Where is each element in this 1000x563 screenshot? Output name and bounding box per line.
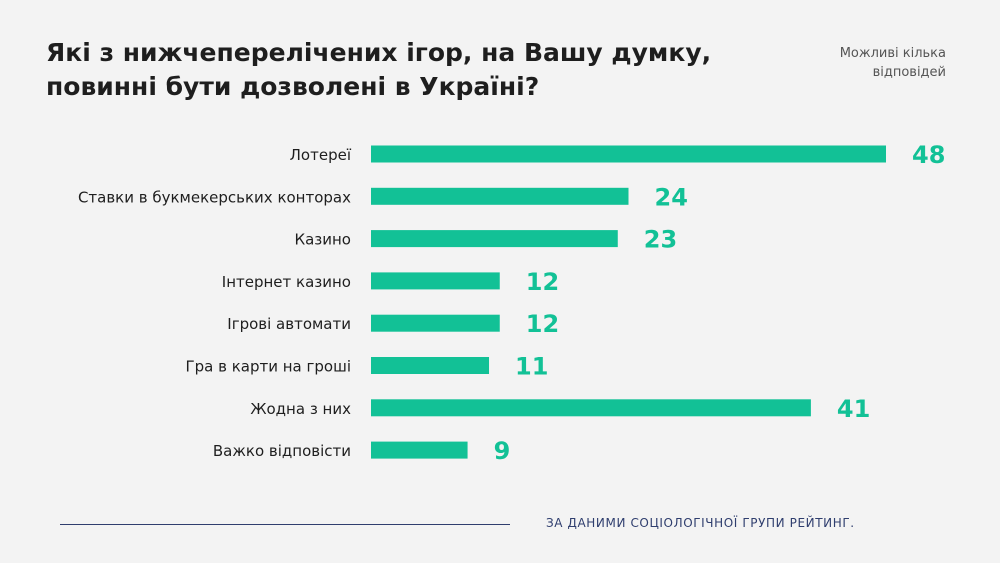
footer-divider [60, 524, 510, 525]
value-label: 24 [655, 183, 688, 211]
value-label: 12 [526, 268, 559, 296]
category-label: Ставки в букмекерських конторах [78, 188, 351, 206]
value-label: 9 [494, 437, 511, 465]
value-label: 23 [644, 226, 677, 254]
bar-chart: Лотереї 48 Ставки в букмекерських конторах… [78, 141, 945, 465]
category-label: Жодна з них [250, 400, 351, 418]
bar [371, 145, 886, 163]
bar [371, 272, 500, 290]
bar [371, 314, 500, 332]
category-label: Казино [294, 231, 351, 249]
category-label: Інтернет казино [222, 273, 351, 291]
source-note: ЗА ДАНИМИ СОЦІОЛОГІЧНОЇ ГРУПИ РЕЙТИНГ. [546, 516, 855, 530]
category-label: Ігрові автомати [227, 315, 351, 333]
multiple-answers-note: Можливі кілька відповідей [746, 44, 946, 82]
note-line-1: Можливі кілька [839, 46, 946, 61]
chart-title: Які з нижчеперелічених ігор, на Вашу дум… [46, 36, 766, 104]
value-label: 12 [526, 310, 559, 338]
note-line-2: відповідей [872, 65, 946, 80]
category-label: Гра в карти на гроші [185, 358, 351, 376]
bar [371, 230, 618, 248]
chart-title-line-2: повинні бути дозволені в Україні? [46, 72, 540, 101]
value-label: 48 [912, 141, 945, 169]
value-label: 41 [837, 395, 870, 423]
category-label: Важко відповісти [213, 442, 351, 460]
chart-title-line-1: Які з нижчеперелічених ігор, на Вашу дум… [46, 38, 712, 67]
category-label: Лотереї [290, 146, 352, 164]
bar [371, 441, 468, 459]
bar [371, 187, 629, 205]
bar [371, 357, 490, 374]
value-label: 11 [515, 353, 548, 381]
bar [371, 399, 811, 417]
